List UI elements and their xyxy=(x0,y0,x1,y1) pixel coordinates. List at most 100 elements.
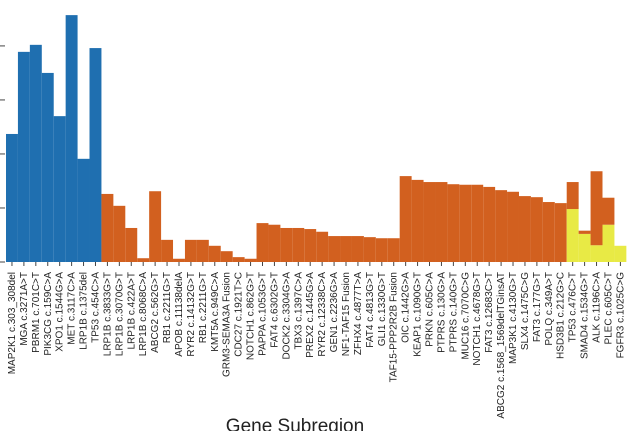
x-tick-label: PTPRS c.140G>T xyxy=(448,272,459,352)
bar xyxy=(208,245,221,262)
x-tick-label: ZFHX4 c.4877T>A xyxy=(353,272,364,355)
bar xyxy=(602,197,615,225)
bar xyxy=(161,239,174,262)
bar xyxy=(578,233,591,262)
bar xyxy=(495,190,508,262)
x-tick-label: SMAD4 c.1534G>T xyxy=(580,272,591,359)
bar xyxy=(554,203,567,262)
bar xyxy=(578,230,591,234)
bar xyxy=(65,15,78,262)
bar xyxy=(483,186,496,262)
x-tick-label: ABCG2 c.1568_1569delTGinsAT xyxy=(496,272,507,419)
x-tick-label: RYR2 c.14132G>T xyxy=(186,272,197,357)
x-tick-label: KMT5A c.949C>A xyxy=(210,272,221,352)
bar xyxy=(220,251,233,262)
bar xyxy=(459,184,472,262)
x-tick-label: MET c.3117C>A xyxy=(67,272,78,345)
x-tick-label: LRP1B c.3833G>T xyxy=(102,272,113,356)
x-tick-label: OIC c.1442G>A xyxy=(401,272,412,343)
x-tick-label: PBRM1 c.701C>T xyxy=(31,272,42,353)
x-tick-label: MGA c.3271A>T xyxy=(19,272,30,346)
x-axis-label: Gene Subregion xyxy=(226,416,364,431)
x-tick-label: HSD3B1 c.212G>C xyxy=(556,272,567,359)
x-tick-label: PAPPA c.1053G>T xyxy=(257,272,268,356)
x-tick-label: KEAP1 c.1090G>T xyxy=(413,272,424,357)
bar xyxy=(29,44,42,262)
bar xyxy=(304,229,317,262)
x-tick-label: ALK c.1196C>A xyxy=(592,272,603,343)
x-tick-label: LRP1B c.3070G>T xyxy=(114,272,125,356)
bar xyxy=(423,182,436,262)
bar xyxy=(232,257,245,262)
x-tick-label: CDC27 c.1921T>C xyxy=(234,272,245,357)
x-tick-label: RB1 c.2211G>T xyxy=(198,272,209,343)
x-tick-label: ABCG2 c.562G>T xyxy=(150,272,161,353)
x-tick-label: FAT3 c.12683C>T xyxy=(484,272,495,353)
bar xyxy=(602,224,615,262)
bar xyxy=(53,116,66,262)
x-tick-label: FAT3 c.177G>T xyxy=(532,272,543,342)
x-tick-label: TP53 c.476C>T xyxy=(568,272,579,342)
bar xyxy=(184,239,197,262)
x-tick-label: NF1-TAF15 Fusion xyxy=(341,272,352,356)
x-tick-label: LRP1B c.422A>T xyxy=(126,272,137,350)
bar xyxy=(292,227,305,262)
bar xyxy=(566,209,579,262)
x-tick-label: DOCK2 c.3304G>A xyxy=(281,272,292,360)
x-tick-label: TP53 c.454C>A xyxy=(90,272,101,343)
bar xyxy=(137,258,150,262)
x-tick-label: PRKN c.605C>A xyxy=(425,272,436,347)
bar xyxy=(101,193,114,262)
bar xyxy=(614,245,627,262)
bar xyxy=(113,205,126,262)
bar xyxy=(435,182,448,262)
bar xyxy=(387,238,400,262)
x-tick-label: GEN1 c.2236G>A xyxy=(329,272,340,353)
bar xyxy=(471,184,484,262)
bar xyxy=(411,179,424,262)
bar xyxy=(77,158,90,262)
x-tick-label: MAP3K1 c.4130G>T xyxy=(508,272,519,364)
bar xyxy=(149,191,162,262)
bar xyxy=(518,196,531,262)
bar xyxy=(566,182,579,210)
bar xyxy=(328,236,341,262)
x-tick-label: FAT4 c.4813G>T xyxy=(365,272,376,348)
bar xyxy=(363,237,376,262)
x-tick-label: PIK3CG c.159C>A xyxy=(43,272,54,356)
bar xyxy=(173,258,185,262)
x-tick-label: GLI1 c.1330G>T xyxy=(377,272,388,346)
bar xyxy=(268,224,281,262)
bar xyxy=(17,51,30,262)
bar xyxy=(542,202,555,262)
x-tick-label: MAP2K1 c.303_308del xyxy=(7,272,18,374)
bar xyxy=(351,236,364,262)
bar xyxy=(447,184,460,262)
x-tick-label: APOB c.11138delA xyxy=(174,272,185,357)
bar xyxy=(89,48,102,262)
bar xyxy=(590,245,603,262)
bar xyxy=(530,197,543,262)
bar xyxy=(375,238,388,262)
bar xyxy=(507,191,519,262)
x-tick-label: PREX2 c.1445G>A xyxy=(305,272,316,358)
x-tick-label: RB1 c.2211G>T xyxy=(162,272,173,343)
bar xyxy=(399,176,412,262)
bar xyxy=(125,227,138,262)
bar xyxy=(256,223,269,262)
x-tick-label: GRM3-SEMA3A Fusion xyxy=(222,272,233,377)
x-tick-label: MUC16 c.7070C>G xyxy=(460,272,471,360)
bar xyxy=(6,133,18,262)
bar xyxy=(41,72,54,263)
bar xyxy=(196,239,209,262)
bar xyxy=(590,171,603,246)
x-tick-label: PTPRS c.130G>A xyxy=(436,272,447,353)
x-tick-label: XPO1 c.1544G>A xyxy=(55,272,66,352)
x-tick-label: POLQ c.349A>T xyxy=(544,272,555,346)
bar xyxy=(244,258,257,262)
bar xyxy=(280,227,293,262)
x-tick-label: FAT4 c.6302G>T xyxy=(269,272,280,348)
x-tick-label: RYR2 c.12338C>A xyxy=(317,272,328,357)
